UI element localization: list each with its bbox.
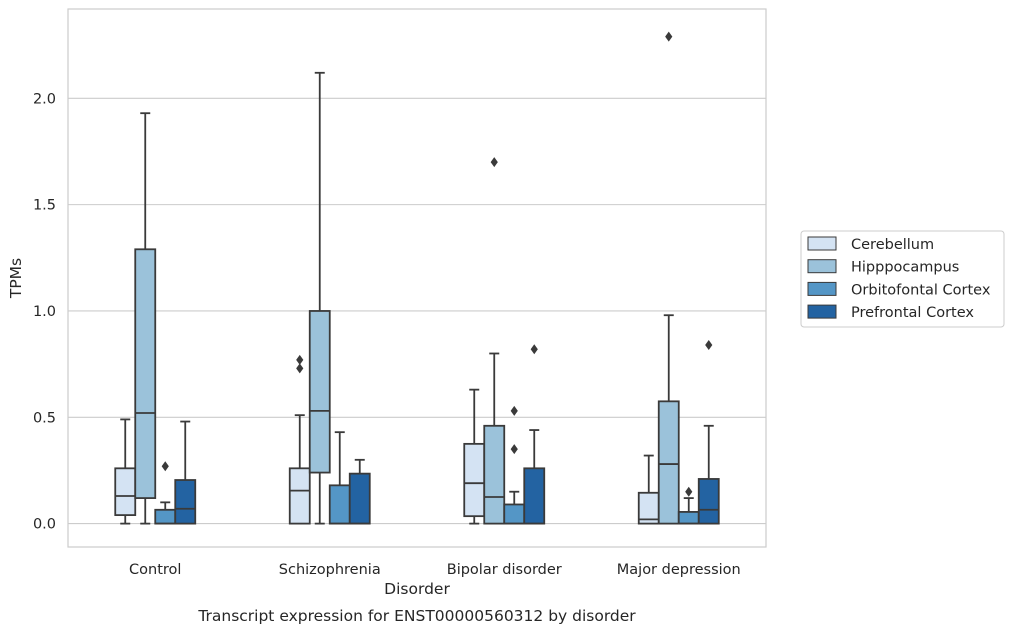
y-axis-label: TPMs <box>7 258 25 299</box>
box-body <box>697 478 720 525</box>
box <box>328 431 351 525</box>
box-body <box>677 511 700 525</box>
y-tick-label: 1.5 <box>33 198 56 214</box>
box <box>348 458 371 525</box>
box <box>463 388 486 525</box>
legend-label: Prefrontal Cortex <box>851 305 974 321</box>
outlier-point <box>161 461 169 472</box>
legend-item: Cerebellum <box>807 236 934 253</box>
box <box>677 486 700 525</box>
box-body <box>483 424 506 525</box>
box <box>637 454 660 525</box>
legend-swatch <box>807 304 837 319</box>
box-series-group <box>114 31 720 525</box>
outlier-point <box>296 363 304 374</box>
box-body <box>134 248 157 499</box>
box-body <box>114 467 137 517</box>
legend-label: Hipppocampus <box>851 260 959 276</box>
outlier-point <box>490 157 498 168</box>
legend-item: Hipppocampus <box>807 259 959 276</box>
y-tick-label: 2.0 <box>33 91 56 107</box>
series-hipppocampus <box>134 31 680 525</box>
outlier-point <box>665 31 673 42</box>
box-body <box>154 508 177 525</box>
outlier-point <box>510 444 518 455</box>
box <box>288 354 311 525</box>
legend-item: Orbitofontal Cortex <box>807 281 991 298</box>
box <box>134 112 157 525</box>
y-tick-label: 1.0 <box>33 304 56 320</box>
y-tick-label: 0.0 <box>33 517 56 533</box>
x-axis-label: Disorder <box>384 580 450 598</box>
series-orbitofontal-cortex <box>154 405 700 525</box>
plot-area-frame <box>67 8 767 548</box>
box-body <box>288 467 311 525</box>
box-body <box>348 472 371 525</box>
legend-swatch <box>807 259 837 274</box>
legend-item: Prefrontal Cortex <box>807 304 974 321</box>
x-tick-label: Major depression <box>617 562 741 578</box>
box <box>503 405 526 525</box>
outlier-point <box>685 486 693 497</box>
x-tick-label: Control <box>129 562 181 578</box>
x-tick-label: Bipolar disorder <box>447 562 562 578</box>
legend: Cerebellum Hipppocampus Orbitofontal Corte… <box>800 230 1005 328</box>
legend-label: Orbitofontal Cortex <box>851 282 991 298</box>
box <box>308 71 331 525</box>
box <box>523 344 546 525</box>
legend-frame <box>800 230 1005 328</box>
box-body <box>523 467 546 525</box>
chart-title: Transcript expression for ENST0000056031… <box>197 607 636 625</box>
legend-swatch <box>807 281 837 296</box>
box <box>657 31 680 525</box>
box <box>174 420 197 525</box>
box-body <box>308 310 331 474</box>
box <box>114 418 137 525</box>
outlier-point <box>510 405 518 416</box>
outlier-point <box>705 339 713 350</box>
box-body <box>328 484 351 525</box>
legend-label: Cerebellum <box>851 237 934 253</box>
legend-swatch <box>807 236 837 251</box>
box-body <box>463 442 486 518</box>
x-tick-label: Schizophrenia <box>279 562 381 578</box>
outlier-point <box>296 354 304 365</box>
box-body <box>503 503 526 525</box>
box <box>483 157 506 525</box>
box <box>697 339 720 525</box>
series-cerebellum <box>114 354 660 525</box>
y-tick-label: 0.5 <box>33 410 56 426</box>
outlier-point <box>530 344 538 355</box>
box-body <box>174 479 197 525</box>
box <box>154 461 177 525</box>
axis-ticks: 0.0 0.5 1.0 1.5 2.0 Control Schizophrenia Bipol… <box>33 91 741 578</box>
series-prefrontal-cortex <box>174 339 720 525</box>
box-body <box>657 400 680 525</box>
